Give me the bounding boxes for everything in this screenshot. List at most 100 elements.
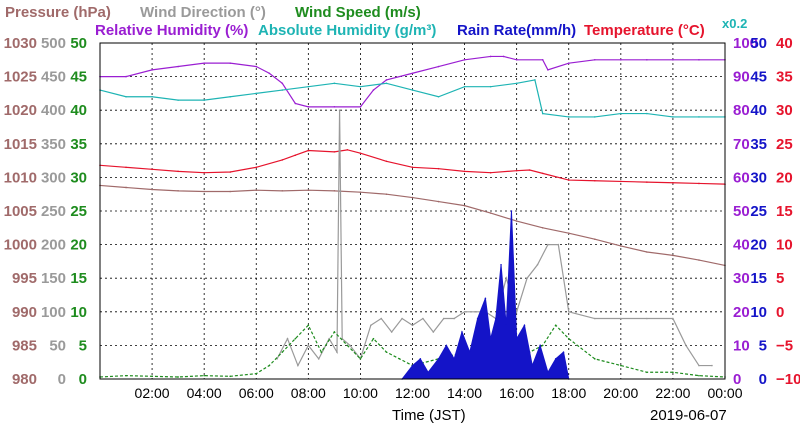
wind-direction-tick: 350 <box>41 136 66 153</box>
absolute-humidity-g-m-point <box>672 116 674 118</box>
pressure-hpa-point <box>359 191 362 193</box>
pressure-hpa-point <box>333 190 336 192</box>
legend-absolute-humidity: Absolute Humidity (g/m³) <box>258 22 436 39</box>
absolute-humidity-g-m-point <box>698 116 700 118</box>
rain-rate-tick: 40 <box>750 102 767 119</box>
wind-direction-point <box>526 277 528 280</box>
x-tick-label: 22:00 <box>655 385 690 401</box>
rain-rate-mm-h-point <box>554 358 557 360</box>
wind-speed-tick: 50 <box>70 35 87 52</box>
rain-rate-mm-h-point <box>437 358 440 360</box>
relative-humidity-tick: 30 <box>733 270 750 287</box>
relative-humidity-point <box>672 59 674 61</box>
x-tick-label: 18:00 <box>551 385 586 401</box>
temperature-tick: 15 <box>776 203 793 220</box>
temperature-c-point <box>437 167 440 170</box>
legend-relative-humidity: Relative Humidity (%) <box>95 22 248 39</box>
temperature-c-point <box>281 159 284 161</box>
wind-direction-point <box>547 243 549 246</box>
x-tick-label: 02:00 <box>135 385 170 401</box>
wind-speed-m-s-point <box>346 344 349 347</box>
rain-rate-mm-h-point <box>445 344 448 347</box>
wind-speed-m-s-point <box>294 337 297 340</box>
pressure-hpa-point <box>515 220 518 222</box>
wind-speed-m-s-point <box>593 358 596 360</box>
temperature-c-point <box>593 179 596 182</box>
pressure-hpa-point <box>281 190 284 192</box>
temperature-c-point <box>125 166 127 169</box>
wind-speed-tick: 5 <box>79 337 87 354</box>
relative-humidity-point <box>125 75 127 78</box>
pressure-hpa-point <box>620 245 622 247</box>
pressure-hpa-point <box>698 259 700 261</box>
relative-humidity-point <box>359 106 362 108</box>
wind-direction-point <box>401 317 403 320</box>
temperature-c-point <box>515 169 518 172</box>
pressure-hpa-point <box>646 251 648 253</box>
x-tick-label: 20:00 <box>603 385 638 401</box>
absolute-humidity-g-m-point <box>177 99 179 101</box>
wind-direction-point <box>505 277 508 280</box>
relative-humidity-point <box>646 59 648 61</box>
wind-direction-point <box>370 324 372 327</box>
wind-direction-point <box>442 317 445 320</box>
wind-direction-tick: 50 <box>49 337 66 354</box>
relative-humidity-point <box>567 62 570 64</box>
wind-direction-point <box>557 243 560 246</box>
relative-humidity-point <box>151 69 153 71</box>
x-tick-label: 00:00 <box>707 385 742 401</box>
pressure-hpa-point <box>125 186 127 189</box>
relative-humidity-point <box>502 55 505 58</box>
temperature-tick: 10 <box>776 237 793 254</box>
wind-speed-m-s-point <box>320 351 323 353</box>
relative-humidity-point <box>620 59 622 61</box>
pressure-hpa-point <box>489 212 492 214</box>
rain-rate-mm-h-point <box>476 317 479 320</box>
wind-direction-point <box>338 109 341 111</box>
pressure-hpa-point <box>229 190 232 193</box>
rain-rate-mm-h-point <box>539 344 541 347</box>
temperature-c-point <box>541 172 544 175</box>
pressure-hpa-point <box>255 189 258 191</box>
rain-rate-mm-h-point <box>461 331 463 333</box>
absolute-humidity-g-m-point <box>125 95 127 98</box>
rain-rate-mm-h-point <box>547 371 549 374</box>
plot-frame <box>99 42 726 380</box>
legend-temperature: Temperature (°C) <box>584 22 705 39</box>
relative-humidity-tick: 20 <box>733 304 750 321</box>
relative-humidity-point <box>307 106 310 108</box>
absolute-humidity-g-m-point <box>541 112 544 115</box>
pressure-hpa-point <box>151 188 153 191</box>
relative-humidity-point <box>255 65 258 68</box>
x-tick-label: 06:00 <box>239 385 274 401</box>
wind-speed-m-s-point <box>541 344 544 347</box>
rain-rate-mm-h-point <box>468 351 471 353</box>
absolute-humidity-g-m-point <box>255 92 258 95</box>
pressure-hpa-point <box>307 189 310 191</box>
temperature-c-point <box>359 152 362 155</box>
wind-direction-point <box>349 344 351 347</box>
relative-humidity-tick: 50 <box>733 203 750 220</box>
relative-humidity-point <box>698 59 700 61</box>
wind-direction-point <box>307 344 310 347</box>
relative-humidity-point <box>593 59 596 61</box>
wind-direction-point <box>536 263 539 266</box>
rain-rate-mm-h-point <box>419 358 422 360</box>
pressure-hpa-point <box>672 254 674 257</box>
pressure-hpa-point <box>203 190 205 193</box>
relative-humidity-point <box>437 65 440 68</box>
wind-direction-point <box>685 344 687 347</box>
absolute-humidity-g-m-point <box>411 89 414 91</box>
rain-rate-mm-h-point <box>427 371 429 374</box>
series-layer <box>99 55 726 380</box>
absolute-humidity-g-m-point <box>359 85 362 88</box>
wind-speed-m-s-point <box>385 351 388 353</box>
wind-direction-tick: 500 <box>41 35 66 52</box>
wind-direction-tick: 0 <box>58 371 66 388</box>
wind-speed-tick: 20 <box>70 237 87 254</box>
rain-rate-mm-h-point <box>411 364 414 367</box>
wind-direction-point <box>698 364 700 367</box>
wind-direction-point <box>317 358 320 360</box>
legend-wind-direction: Wind Direction (°) <box>140 4 266 21</box>
